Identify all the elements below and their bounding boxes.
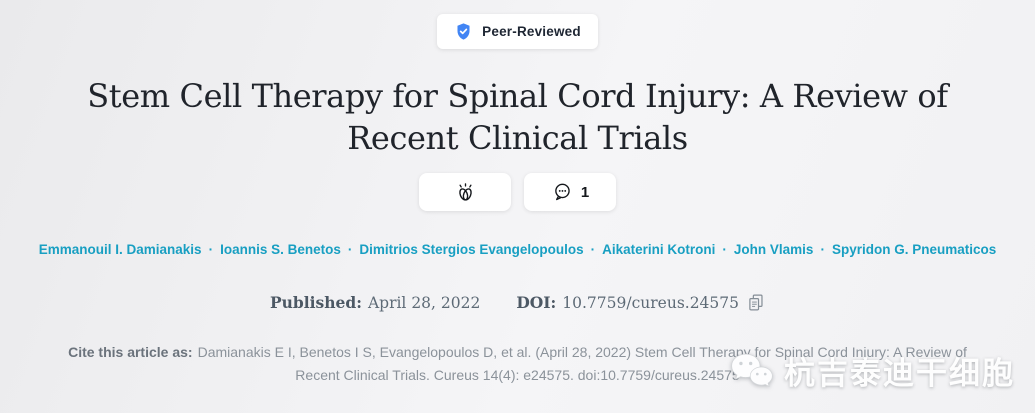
author-link[interactable]: Dimitrios Stergios Evangelopoulos: [359, 242, 584, 257]
author-separator: ·: [722, 242, 727, 257]
copy-doi-button[interactable]: [746, 293, 765, 312]
publish-info-row: Published: April 28, 2022 DOI: 10.7759/c…: [0, 293, 1035, 312]
comment-count: 1: [580, 183, 590, 201]
comment-bubble-icon: [551, 181, 573, 203]
actions-row: 1: [0, 173, 1035, 211]
author-link[interactable]: Emmanouil I. Damianakis: [38, 242, 202, 257]
citation-text: Damianakis E I, Benetos I S, Evangelopou…: [197, 344, 967, 383]
published-date: April 28, 2022: [367, 293, 481, 312]
doi-label: DOI:: [516, 293, 557, 312]
badge-row: Peer-Reviewed: [0, 0, 1035, 49]
author-link[interactable]: Spyridon G. Pneumaticos: [831, 242, 997, 257]
clap-button[interactable]: [419, 173, 511, 211]
author-separator: ·: [208, 242, 214, 257]
author-link[interactable]: Aikaterini Kotroni: [602, 242, 716, 257]
doi-value: 10.7759/cureus.24575: [562, 293, 740, 312]
comments-button[interactable]: 1: [524, 173, 616, 211]
copy-icon: [746, 293, 765, 312]
author-link[interactable]: John Vlamis: [733, 242, 814, 257]
author-list: Emmanouil I. Damianakis · Ioannis S. Benet…: [0, 242, 1035, 257]
doi-group: DOI: 10.7759/cureus.24575: [516, 293, 765, 312]
author-separator: ·: [590, 242, 596, 257]
citation-block: Cite this article as: Damianakis E I, Ben…: [59, 341, 977, 387]
clap-icon: [454, 181, 477, 204]
author-separator: ·: [347, 242, 353, 257]
citation-label: Cite this article as:: [68, 344, 193, 360]
peer-reviewed-badge: Peer-Reviewed: [437, 14, 598, 49]
article-title: Stem Cell Therapy for Spinal Cord Injury…: [87, 77, 948, 157]
author-separator: ·: [820, 242, 825, 257]
shield-check-icon: [454, 22, 473, 41]
peer-reviewed-label: Peer-Reviewed: [482, 24, 581, 39]
author-link[interactable]: Ioannis S. Benetos: [220, 242, 341, 257]
published-label: Published:: [269, 293, 362, 312]
